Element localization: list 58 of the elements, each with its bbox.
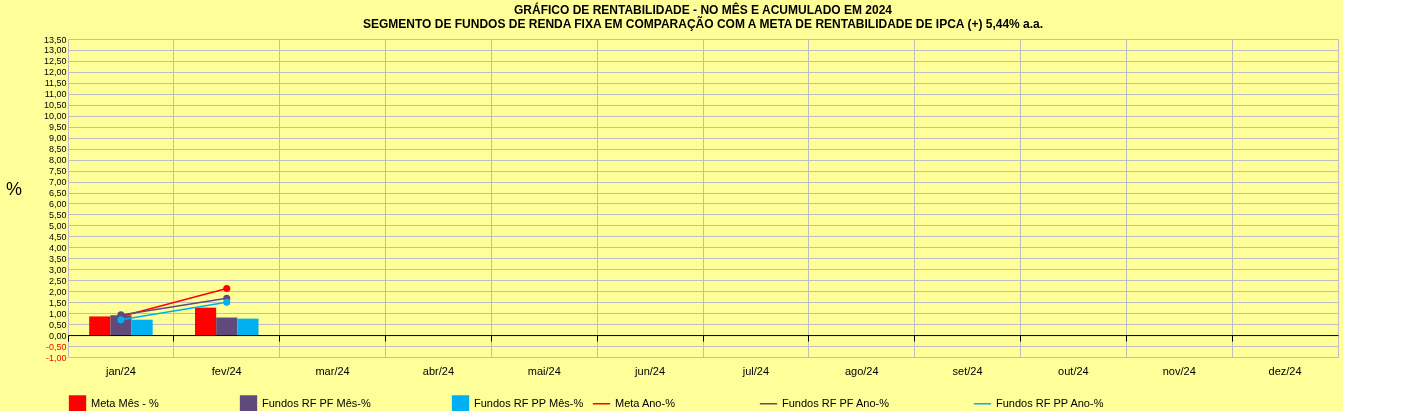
x-tick-label: ago/24 (844, 364, 879, 377)
y-tick-label: 11,50 (44, 78, 67, 89)
y-tick-label: 4,50 (48, 231, 67, 242)
x-tick-label: dez/24 (1268, 364, 1302, 377)
x-tick-label: jan/24 (104, 364, 136, 377)
y-tick-label: 0,00 (48, 330, 67, 341)
y-tick-label: 13,50 (43, 34, 67, 45)
x-tick-label: out/24 (1058, 364, 1089, 377)
x-tick-label: fev/24 (211, 364, 242, 377)
y-tick-label: 0,50 (48, 319, 67, 330)
x-tick-label: jun/24 (634, 364, 666, 377)
legend-label: Fundos RF PP Ano-% (996, 396, 1104, 409)
y-tick-label: 10,00 (43, 111, 67, 122)
y-tick-label: 2,50 (48, 275, 67, 286)
point (223, 298, 231, 306)
y-tick-label: 12,00 (43, 67, 67, 78)
y-tick-label: 7,50 (48, 166, 67, 177)
y-tick-label: 6,50 (48, 188, 67, 199)
y-tick-label: 1,00 (48, 308, 67, 319)
x-tick-label: mai/24 (527, 364, 561, 377)
y-tick-label: 6,00 (48, 198, 67, 209)
y-tick-label: 10,50 (43, 100, 67, 111)
text: SEGMENTO DE FUNDOS DE RENDA FIXA EM COMPARAÇÃO COM A META DE RENTABILIDADE DE IPCA (+) 5,44% a.a. (362, 17, 1044, 31)
y-tick-label: 11,00 (44, 89, 67, 100)
y-tick-label: 9,50 (48, 122, 67, 133)
bar (195, 307, 217, 336)
y-tick-label: -1,00 (45, 352, 67, 363)
bar (237, 318, 259, 336)
point (223, 285, 231, 293)
x-tick-label: nov/24 (1162, 364, 1196, 377)
legend-label: Meta Mês - % (91, 396, 160, 409)
bar (216, 317, 238, 336)
legend-label: Fundos RF PF Mês-% (262, 396, 372, 409)
y-tick-label: 3,00 (48, 264, 67, 275)
y-tick-label: 13,00 (43, 45, 67, 56)
y-tick-label: 3,50 (48, 253, 67, 264)
y-tick-label: 12,50 (43, 56, 67, 67)
legend-label: Meta Ano-% (615, 396, 676, 409)
x-tick-label: jul/24 (741, 364, 770, 377)
point (117, 316, 125, 324)
y-tick-label: 4,00 (48, 242, 67, 253)
y-tick-label: 5,50 (48, 209, 67, 220)
y-tick-label: 1,50 (48, 297, 67, 308)
x-tick-label: abr/24 (422, 364, 455, 377)
y-tick-label: 2,00 (48, 286, 67, 297)
x-tick-label: mar/24 (315, 364, 350, 377)
y-tick-label: 8,00 (48, 155, 67, 166)
y-tick-label: 7,00 (48, 177, 67, 188)
y-axis-title: % (5, 178, 22, 199)
y-tick-label: 8,50 (48, 144, 67, 155)
x-tick-label: set/24 (952, 364, 983, 377)
legend-label: Fundos RF PP Mês-% (474, 396, 584, 409)
legend-label: Fundos RF PF Ano-% (782, 396, 890, 409)
y-tick-label: 5,00 (48, 220, 67, 231)
y-tick-label: 9,00 (48, 133, 67, 144)
text: GRÁFICO DE RENTABILIDADE - NO MÊS E ACUMULADO EM 2024 (513, 3, 893, 17)
bar (89, 316, 111, 336)
y-tick-label: -0,50 (45, 341, 67, 352)
